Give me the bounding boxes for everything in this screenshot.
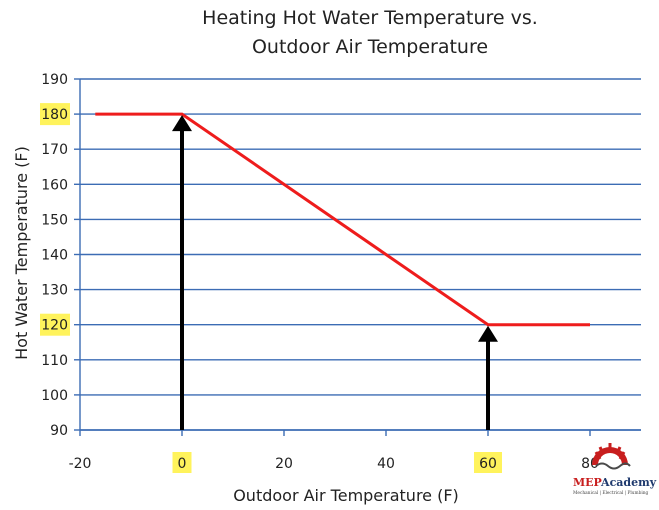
x-tick-label-20: 20 xyxy=(275,456,293,472)
axes xyxy=(74,78,641,436)
y-tick-highlight-120 xyxy=(40,313,70,336)
y-tick-label-150: 150 xyxy=(41,212,68,228)
x-tick-highlight-0 xyxy=(172,452,192,473)
x-tick-label-40: 40 xyxy=(377,456,395,472)
x-tick-label--20: -20 xyxy=(69,456,92,472)
annotation-arrows xyxy=(172,115,498,430)
x-tick-highlight-60 xyxy=(474,452,502,473)
y-tick-label-170: 170 xyxy=(41,142,68,158)
arrow-head-x-60 xyxy=(478,325,498,342)
chart-title-line-1: Heating Hot Water Temperature vs. xyxy=(202,7,538,29)
y-tick-label-140: 140 xyxy=(41,248,68,264)
arrow-head-x-0 xyxy=(172,115,192,132)
y-axis-label: Hot Water Temperature (F) xyxy=(12,146,31,360)
y-tick-label-190: 190 xyxy=(41,72,68,88)
grid-lines xyxy=(80,78,641,431)
svg-text:MEPAcademy: MEPAcademy xyxy=(573,476,657,489)
series-layer xyxy=(95,112,590,327)
mep-academy-logo: MEPAcademy Mechanical | Electrical | Plu… xyxy=(573,443,657,496)
y-tick-label-90: 90 xyxy=(50,423,68,439)
chart-title: Heating Hot Water Temperature vs. Outdoo… xyxy=(202,7,538,58)
arrow-x-0 xyxy=(172,115,192,430)
x-tick-label-0: 0 xyxy=(178,456,187,472)
y-tick-label-100: 100 xyxy=(41,388,68,404)
tick-highlights xyxy=(40,103,502,473)
logo-tagline: Mechanical | Electrical | Plumbing xyxy=(573,491,648,496)
series-line-0 xyxy=(95,112,590,327)
y-tick-label-130: 130 xyxy=(41,283,68,299)
x-tick-label-60: 60 xyxy=(479,456,497,472)
chart-title-line-2: Outdoor Air Temperature xyxy=(252,36,488,58)
y-tick-label-120: 120 xyxy=(41,318,68,334)
logo-text-academy: Academy xyxy=(600,476,657,489)
y-tick-highlight-180 xyxy=(40,103,70,126)
y-tick-label-180: 180 xyxy=(41,107,68,123)
y-tick-label-160: 160 xyxy=(41,177,68,193)
x-axis-label: Outdoor Air Temperature (F) xyxy=(233,486,459,505)
tick-labels: 90 100 110 120 130 140 150 160 170 180 190 -20 0 20 40… xyxy=(41,72,599,472)
y-tick-label-110: 110 xyxy=(41,353,68,369)
arrow-x-60 xyxy=(478,325,498,430)
logo-text-mep: MEP xyxy=(573,476,602,489)
gear-logo-icon xyxy=(592,443,631,470)
